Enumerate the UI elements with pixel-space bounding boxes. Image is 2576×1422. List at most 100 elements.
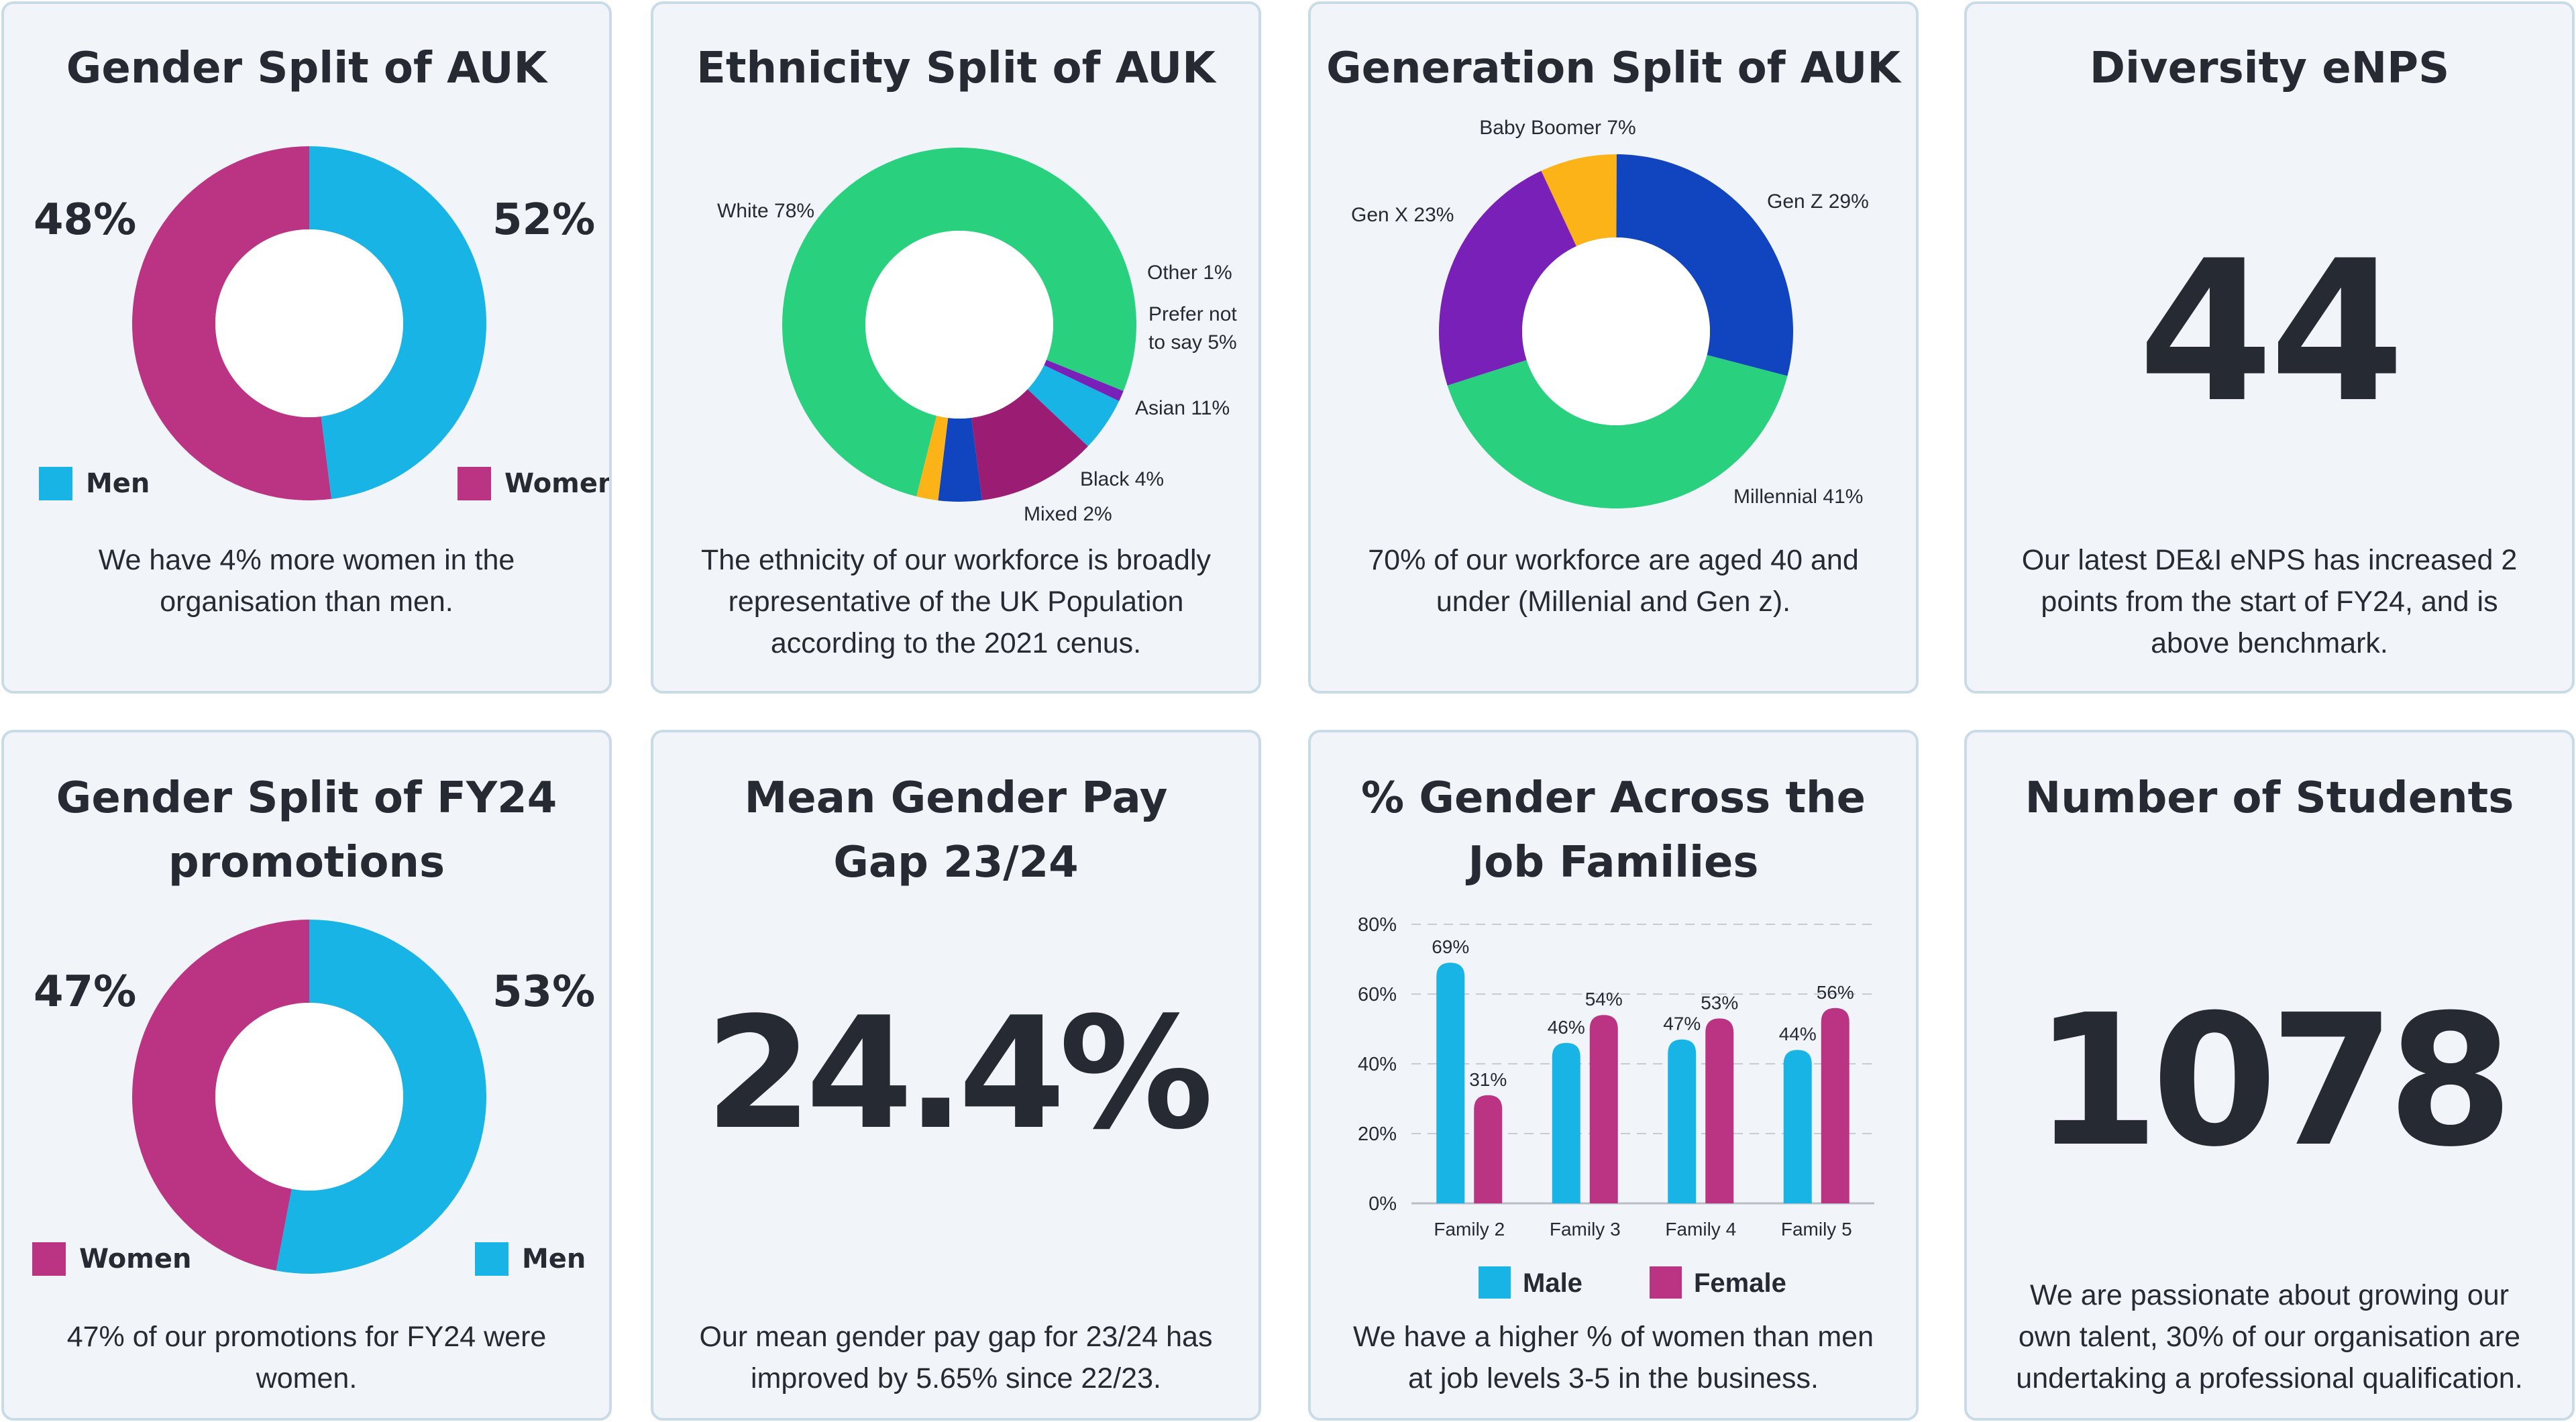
donut-slice-other-1 <box>1044 360 1124 402</box>
card-gender-split-auk: Gender Split of AUK 48% 52% Men Women We… <box>1 1 612 694</box>
bar-female-family-2 <box>1474 1095 1503 1203</box>
slice-label-mixed-2: Mixed 2% <box>1024 503 1112 525</box>
donut-slice-men <box>309 146 487 499</box>
card-number-of-students: Number of Students 1078 We are passionat… <box>1964 730 2575 1421</box>
legend-women: Women <box>32 1242 191 1276</box>
legend-swatch-men <box>39 467 72 500</box>
data-label-female: 54% <box>1585 989 1623 1009</box>
donut-slice-gen-z-29 <box>1616 154 1793 376</box>
women-percentage: 47% <box>34 967 137 1017</box>
donut-slice-prefer-not-to-say-5 <box>1027 365 1120 447</box>
donut-slice-asian-11 <box>971 389 1088 500</box>
card-title-line-2: Gap 23/24 <box>833 838 1079 887</box>
card-title: Generation Split of AUK <box>1326 44 1900 93</box>
donut-slice-white-78 <box>782 148 1136 497</box>
enps-value: 44 <box>2138 219 2405 445</box>
promotions-donut-chart <box>131 920 486 1274</box>
legend-label-female: Female <box>1694 1268 1786 1298</box>
legend-label-women: Women <box>504 468 612 499</box>
legend-swatch-women <box>32 1242 66 1276</box>
slice-label-baby-boomer-7: Baby Boomer 7% <box>1479 117 1635 139</box>
bar-male-family-5 <box>1783 1050 1812 1203</box>
job-families-bar-chart: 0% 20% 40% 60% 80% 69% 31% Family 2 46%54% Family… <box>1358 914 1874 1299</box>
students-value: 1078 <box>2033 975 2513 1187</box>
donut-hole <box>865 231 1053 419</box>
bar-female-family-3 <box>1589 1015 1618 1203</box>
legend-swatch-men <box>475 1242 508 1276</box>
card-description: Our mean gender pay gap for 23/24 has im… <box>699 1321 1213 1394</box>
men-percentage: 53% <box>492 967 596 1017</box>
legend-swatch-male <box>1479 1266 1511 1299</box>
legend-men: Men <box>39 467 150 500</box>
bar-male-family-3 <box>1552 1042 1580 1203</box>
slice-label-millennial-41: Millennial 41% <box>1733 486 1863 508</box>
data-label-female: 31% <box>1469 1069 1507 1090</box>
y-tick-label: 80% <box>1358 914 1397 936</box>
data-label-male: 46% <box>1548 1017 1585 1038</box>
bar-male-family-2 <box>1436 963 1465 1203</box>
data-label-male: 69% <box>1432 936 1469 957</box>
legend-label-men: Men <box>86 468 150 499</box>
slice-label-white-78: White 78% <box>717 200 814 222</box>
bar-female-family-4 <box>1705 1018 1734 1203</box>
ethnicity-donut-chart: White 78% Other 1% Prefer not to say 5% Asia… <box>717 148 1237 525</box>
legend-label-women: Women <box>79 1244 192 1274</box>
donut-slice-mixed-2 <box>916 415 949 501</box>
card-description: 47% of our promotions for FY24 were wome… <box>66 1321 547 1394</box>
card-diversity-enps: Diversity eNPS 44 Our latest DE&I eNPS h… <box>1964 1 2575 694</box>
data-label-female: 53% <box>1701 992 1738 1013</box>
donut-slice-millennial-41 <box>1447 355 1788 508</box>
donut-slice-men <box>276 920 486 1274</box>
legend-women: Women <box>458 467 612 500</box>
card-title: Number of Students <box>2025 773 2514 823</box>
donut-hole <box>215 229 403 417</box>
men-percentage: 48% <box>34 195 137 245</box>
x-tick-label: Family 3 <box>1550 1219 1621 1240</box>
card-ethnicity-split-auk: Ethnicity Split of AUK White 78% Other 1%… <box>651 1 1261 694</box>
data-label-male: 44% <box>1779 1024 1817 1044</box>
legend-swatch-female <box>1650 1266 1682 1299</box>
data-label-female: 56% <box>1817 982 1854 1003</box>
x-tick-label: Family 4 <box>1665 1219 1736 1240</box>
slice-label-prefer-not-to-say-5: to say 5% <box>1148 331 1237 353</box>
card-title-line-2: Job Families <box>1468 838 1759 887</box>
data-label-male: 47% <box>1663 1014 1701 1034</box>
card-mean-gender-pay-gap: Mean Gender Pay Gap 23/24 24.4% Our mean… <box>651 730 1261 1421</box>
card-generation-split-auk: Generation Split of AUK Baby Boomer 7% Ge… <box>1308 1 1919 694</box>
card-description: 70% of our workforce are aged 40 and und… <box>1368 544 1859 618</box>
slice-label-black-4: Black 4% <box>1080 468 1164 490</box>
donut-hole <box>215 1003 403 1191</box>
card-description: We are passionate about growing our own … <box>2016 1279 2523 1394</box>
card-description: Our latest DE&I eNPS has increased 2 poi… <box>2021 544 2518 659</box>
card-title-line-2: promotions <box>168 838 445 887</box>
slice-label-gen-z-29: Gen Z 29% <box>1767 190 1869 213</box>
y-tick-label: 0% <box>1368 1193 1397 1215</box>
card-gender-job-families: % Gender Across the Job Families 0% 20% 40… <box>1308 730 1919 1421</box>
slice-label-gen-x-23: Gen X 23% <box>1351 204 1454 226</box>
y-tick-label: 60% <box>1358 984 1397 1005</box>
donut-hole <box>1522 237 1710 425</box>
donut-slice-women <box>132 146 332 500</box>
donut-slice-baby-boomer-7 <box>1541 154 1617 247</box>
card-title: Diversity eNPS <box>2089 44 2450 93</box>
bar-male-family-4 <box>1668 1039 1697 1203</box>
card-description: The ethnicity of our workforce is broadl… <box>701 544 1211 659</box>
legend-label-male: Male <box>1523 1268 1582 1298</box>
card-title-line-1: Mean Gender Pay <box>744 773 1168 823</box>
card-description: We have 4% more women in the organisatio… <box>98 544 515 618</box>
legend-men: Men <box>475 1242 586 1276</box>
card-title: Ethnicity Split of AUK <box>696 44 1216 93</box>
slice-label-other-1: Other 1% <box>1147 262 1232 284</box>
donut-slice-gen-x-23 <box>1439 170 1576 386</box>
card-title-line-1: % Gender Across the <box>1361 773 1866 823</box>
y-tick-label: 20% <box>1358 1124 1397 1145</box>
y-tick-label: 40% <box>1358 1054 1397 1075</box>
donut-slice-women <box>131 920 309 1271</box>
card-title: Gender Split of AUK <box>66 44 547 93</box>
donut-slice-black-4 <box>938 417 982 502</box>
slice-label-asian-11: Asian 11% <box>1135 397 1230 419</box>
card-gender-split-promotions: Gender Split of FY24 promotions 47% 53% … <box>1 730 612 1421</box>
pay-gap-value: 24.4% <box>705 985 1214 1164</box>
legend-swatch-women <box>458 467 491 500</box>
legend-label-men: Men <box>522 1244 586 1274</box>
